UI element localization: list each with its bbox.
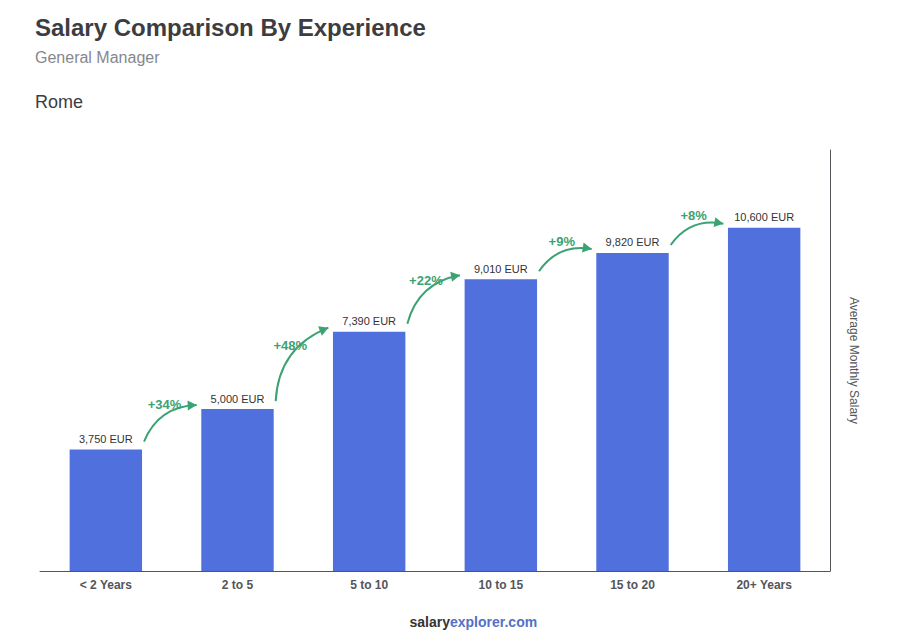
svg-text:10 to 15: 10 to 15 [478,578,523,592]
svg-text:General Manager: General Manager [35,49,160,66]
svg-text:+22%: +22% [409,273,443,288]
svg-text:5 to 10: 5 to 10 [350,578,388,592]
svg-text:7,390 EUR: 7,390 EUR [342,315,396,327]
svg-text:Salary Comparison By Experienc: Salary Comparison By Experience [35,14,426,41]
svg-text:Rome: Rome [35,92,83,112]
svg-text:+9%: +9% [549,234,576,249]
svg-text:explorer.com: explorer.com [450,614,537,630]
svg-text:Average Monthly Salary: Average Monthly Salary [847,297,861,424]
svg-text:9,010 EUR: 9,010 EUR [474,263,528,275]
svg-text:3,750 EUR: 3,750 EUR [79,433,133,445]
svg-text:salary: salary [410,614,451,630]
svg-text:5,000 EUR: 5,000 EUR [211,393,265,405]
svg-text:+48%: +48% [273,338,307,353]
svg-text:10,600 EUR: 10,600 EUR [734,211,794,223]
svg-text:+34%: +34% [148,397,182,412]
svg-text:< 2 Years: < 2 Years [80,578,132,592]
svg-text:20+ Years: 20+ Years [736,578,792,592]
svg-text:15 to 20: 15 to 20 [610,578,655,592]
svg-text:+8%: +8% [680,208,707,223]
svg-text:9,820 EUR: 9,820 EUR [606,236,660,248]
svg-text:2 to 5: 2 to 5 [222,578,254,592]
